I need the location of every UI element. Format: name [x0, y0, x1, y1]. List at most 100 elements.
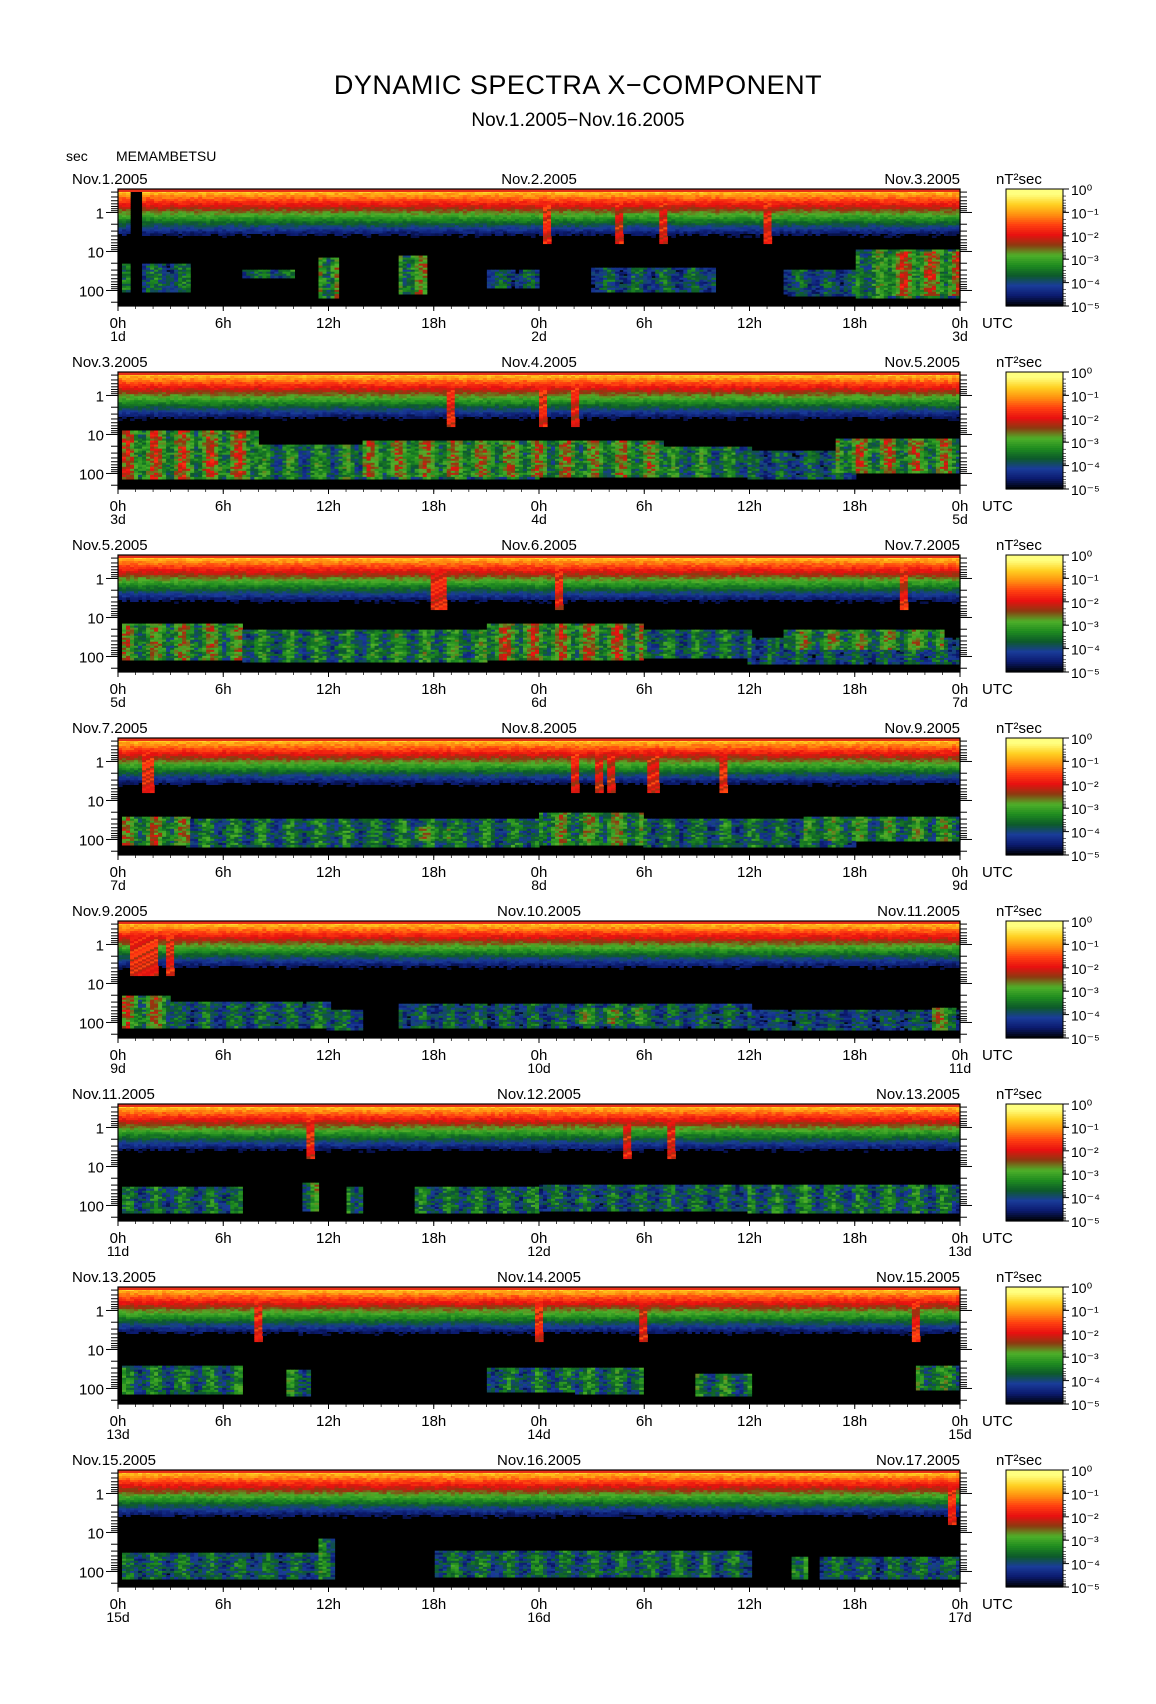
- x-tick-label: 6h: [636, 1413, 653, 1430]
- x-tick-label: 12h: [737, 1413, 762, 1430]
- colorbar-tick-label: 10⁻¹: [1071, 1303, 1099, 1319]
- time-unit-label: UTC: [982, 1230, 1013, 1247]
- day-label: 3d: [952, 328, 968, 344]
- x-tick-label: 18h: [421, 498, 446, 515]
- colorbar-tick-label: 10⁻³: [1071, 801, 1099, 817]
- panel-mid-date: Nov.8.2005: [501, 720, 577, 737]
- x-tick-label: 18h: [421, 1596, 446, 1613]
- colorbar-unit-label: nT²sec: [996, 1452, 1042, 1469]
- day-label: 12d: [527, 1243, 550, 1259]
- colorbar-tick-label: 10⁻⁴: [1071, 1191, 1100, 1207]
- x-tick-label: 12h: [737, 1047, 762, 1064]
- day-label: 5d: [952, 511, 968, 527]
- panel-start-date: Nov.7.2005: [72, 720, 148, 737]
- panel-start-date: Nov.11.2005: [72, 1086, 155, 1103]
- colorbar-tick-label: 10⁻⁴: [1071, 276, 1100, 292]
- colorbar-tick-label: 10⁻³: [1071, 984, 1099, 1000]
- colorbar-tick-label: 10⁻³: [1071, 1167, 1099, 1183]
- colorbar-tick-label: 10⁻²: [1071, 1144, 1099, 1160]
- colorbar-tick-label: 10⁻¹: [1071, 571, 1099, 587]
- colorbar-tick-label: 10⁻⁵: [1071, 848, 1100, 864]
- x-tick-label: 6h: [636, 498, 653, 515]
- y-tick-label: 10: [87, 244, 104, 261]
- day-label: 9d: [952, 877, 968, 893]
- colorbar-tick-label: 10⁻²: [1071, 412, 1099, 428]
- x-tick-label: 18h: [421, 681, 446, 698]
- x-tick-label: 6h: [215, 315, 232, 332]
- panel-start-date: Nov.3.2005: [72, 354, 148, 371]
- colorbar-tick-label: 10⁻⁵: [1071, 665, 1100, 681]
- day-label: 11d: [107, 1243, 129, 1259]
- colorbar-tick-label: 10⁻³: [1071, 618, 1099, 634]
- x-tick-label: 6h: [636, 1596, 653, 1613]
- colorbar-unit-label: nT²sec: [996, 903, 1042, 920]
- colorbar-tick-label: 10⁻²: [1071, 595, 1099, 611]
- y-tick-label: 1: [96, 205, 104, 222]
- y-tick-label: 10: [87, 1525, 104, 1542]
- panel-end-date: Nov.5.2005: [884, 354, 960, 371]
- day-label: 15d: [948, 1426, 971, 1442]
- x-tick-label: 12h: [316, 315, 341, 332]
- panel-mid-date: Nov.6.2005: [501, 537, 577, 554]
- x-tick-label: 12h: [316, 1047, 341, 1064]
- colorbar-tick-label: 10⁻²: [1071, 229, 1099, 245]
- panel-mid-date: Nov.14.2005: [497, 1269, 581, 1286]
- colorbar-tick-label: 10⁻⁵: [1071, 1031, 1100, 1047]
- x-tick-label: 6h: [636, 1230, 653, 1247]
- colorbar-tick-label: 10⁻³: [1071, 435, 1099, 451]
- y-tick-label: 100: [79, 1564, 104, 1581]
- colorbar-tick-label: 10⁰: [1071, 914, 1093, 930]
- y-tick-label: 100: [79, 466, 104, 483]
- colorbar-tick-label: 10⁻⁵: [1071, 1397, 1100, 1413]
- colorbar-tick-label: 10⁻⁴: [1071, 825, 1100, 841]
- day-label: 11d: [949, 1060, 971, 1076]
- x-tick-label: 12h: [737, 864, 762, 881]
- x-tick-label: 6h: [636, 864, 653, 881]
- x-tick-label: 18h: [421, 1047, 446, 1064]
- colorbar-tick-label: 10⁻³: [1071, 252, 1099, 268]
- panel-start-date: Nov.15.2005: [72, 1452, 156, 1469]
- day-label: 2d: [531, 328, 547, 344]
- panel-end-date: Nov.7.2005: [884, 537, 960, 554]
- time-unit-label: UTC: [982, 1596, 1013, 1613]
- colorbar-tick-label: 10⁻⁵: [1071, 299, 1100, 315]
- y-tick-label: 100: [79, 1198, 104, 1215]
- x-tick-label: 6h: [636, 315, 653, 332]
- x-tick-label: 12h: [316, 1596, 341, 1613]
- time-unit-label: UTC: [982, 1413, 1013, 1430]
- y-tick-label: 1: [96, 1486, 104, 1503]
- y-tick-label: 1: [96, 388, 104, 405]
- x-tick-label: 18h: [842, 1413, 867, 1430]
- panel-end-date: Nov.17.2005: [876, 1452, 960, 1469]
- colorbar-tick-label: 10⁻⁴: [1071, 1374, 1100, 1390]
- colorbar-tick-label: 10⁻²: [1071, 1510, 1099, 1526]
- panel-mid-date: Nov.4.2005: [501, 354, 577, 371]
- x-tick-label: 6h: [215, 864, 232, 881]
- colorbar-tick-label: 10⁻¹: [1071, 388, 1099, 404]
- panel-start-date: Nov.5.2005: [72, 537, 148, 554]
- panel-mid-date: Nov.10.2005: [497, 903, 581, 920]
- time-unit-label: UTC: [982, 1047, 1013, 1064]
- x-tick-label: 6h: [215, 1596, 232, 1613]
- x-tick-label: 6h: [215, 681, 232, 698]
- y-tick-label: 1: [96, 1303, 104, 1320]
- x-tick-label: 12h: [737, 1596, 762, 1613]
- day-label: 6d: [531, 694, 547, 710]
- x-tick-label: 18h: [421, 315, 446, 332]
- y-tick-label: 1: [96, 937, 104, 954]
- y-tick-label: 10: [87, 610, 104, 627]
- day-label: 15d: [106, 1609, 129, 1625]
- x-tick-label: 18h: [842, 315, 867, 332]
- colorbar-tick-label: 10⁰: [1071, 182, 1093, 198]
- x-tick-label: 6h: [636, 681, 653, 698]
